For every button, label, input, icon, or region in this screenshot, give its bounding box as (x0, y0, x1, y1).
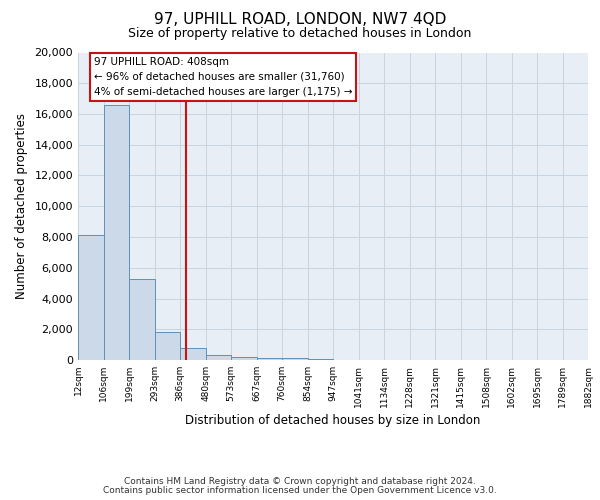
Bar (180, 348, 206, 360)
Bar (282, 358, 308, 360)
Bar (104, 105, 129, 360)
Bar (257, 358, 282, 360)
Bar (206, 356, 231, 360)
X-axis label: Distribution of detached houses by size in London: Distribution of detached houses by size … (185, 414, 481, 427)
Text: Contains public sector information licensed under the Open Government Licence v3: Contains public sector information licen… (103, 486, 497, 495)
Bar (231, 357, 257, 360)
Bar (78, 236, 104, 360)
Text: Size of property relative to detached houses in London: Size of property relative to detached ho… (128, 28, 472, 40)
Bar (308, 359, 333, 360)
Bar (155, 332, 180, 360)
Bar (129, 278, 155, 360)
Text: 97 UPHILL ROAD: 408sqm
← 96% of detached houses are smaller (31,760)
4% of semi-: 97 UPHILL ROAD: 408sqm ← 96% of detached… (94, 57, 352, 96)
Y-axis label: Number of detached properties: Number of detached properties (14, 114, 28, 299)
Text: 97, UPHILL ROAD, LONDON, NW7 4QD: 97, UPHILL ROAD, LONDON, NW7 4QD (154, 12, 446, 28)
Text: Contains HM Land Registry data © Crown copyright and database right 2024.: Contains HM Land Registry data © Crown c… (124, 477, 476, 486)
